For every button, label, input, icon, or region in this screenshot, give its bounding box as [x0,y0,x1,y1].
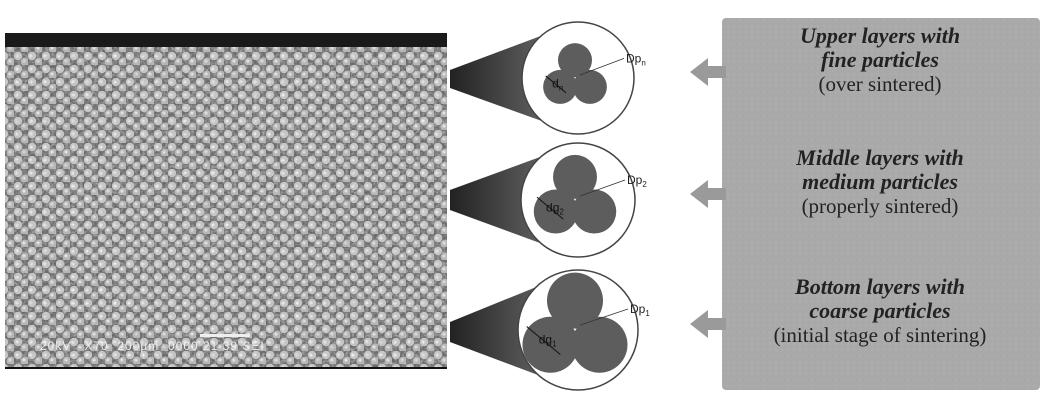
neck-label-sub: 1 [552,340,557,349]
layer-title: Upper layers with [800,23,960,48]
sem-image: 20kV X70 200µm 0000 21 39 SEI [5,33,447,369]
diameter-label: Dpn [626,51,646,67]
diagram: 20kV X70 200µm 0000 21 39 SEI DpndnUpper… [0,0,1042,393]
layer-note: (properly sintered) [802,194,959,218]
diameter-label-base: Dp [626,51,642,65]
layer-note: (over sintered) [818,72,941,96]
neck-label-base: dg [539,333,552,347]
diameter-label-sub: 2 [642,180,647,189]
neck-label-base: d [552,76,559,90]
layer-title: coarse particles [809,298,950,323]
neck-label-sub: 2 [559,207,564,216]
sem-caption: 20kV X70 200µm 0000 21 39 SEI [40,339,265,353]
particle [572,317,628,373]
layer-title: Middle layers with [795,145,963,170]
layer-title: medium particles [802,169,958,194]
neck-label-base: dg [546,200,559,214]
neck-label-sub: n [559,83,563,92]
diameter-label-base: Dp [627,173,643,187]
particle [572,190,616,234]
diameter-label: Dp1 [630,302,650,318]
particle [573,70,607,104]
pointer-arrow [690,310,726,338]
diameter-label: Dp2 [627,173,647,189]
diameter-label-sub: 1 [645,309,650,318]
diameter-label-base: Dp [630,302,646,316]
diameter-label-sub: n [641,58,645,67]
layer-title: fine particles [821,47,939,72]
layer-title: Bottom layers with [794,274,965,299]
layer-note: (initial stage of sintering) [774,323,987,347]
pointer-arrow [690,180,726,208]
pointer-arrow [690,58,726,86]
